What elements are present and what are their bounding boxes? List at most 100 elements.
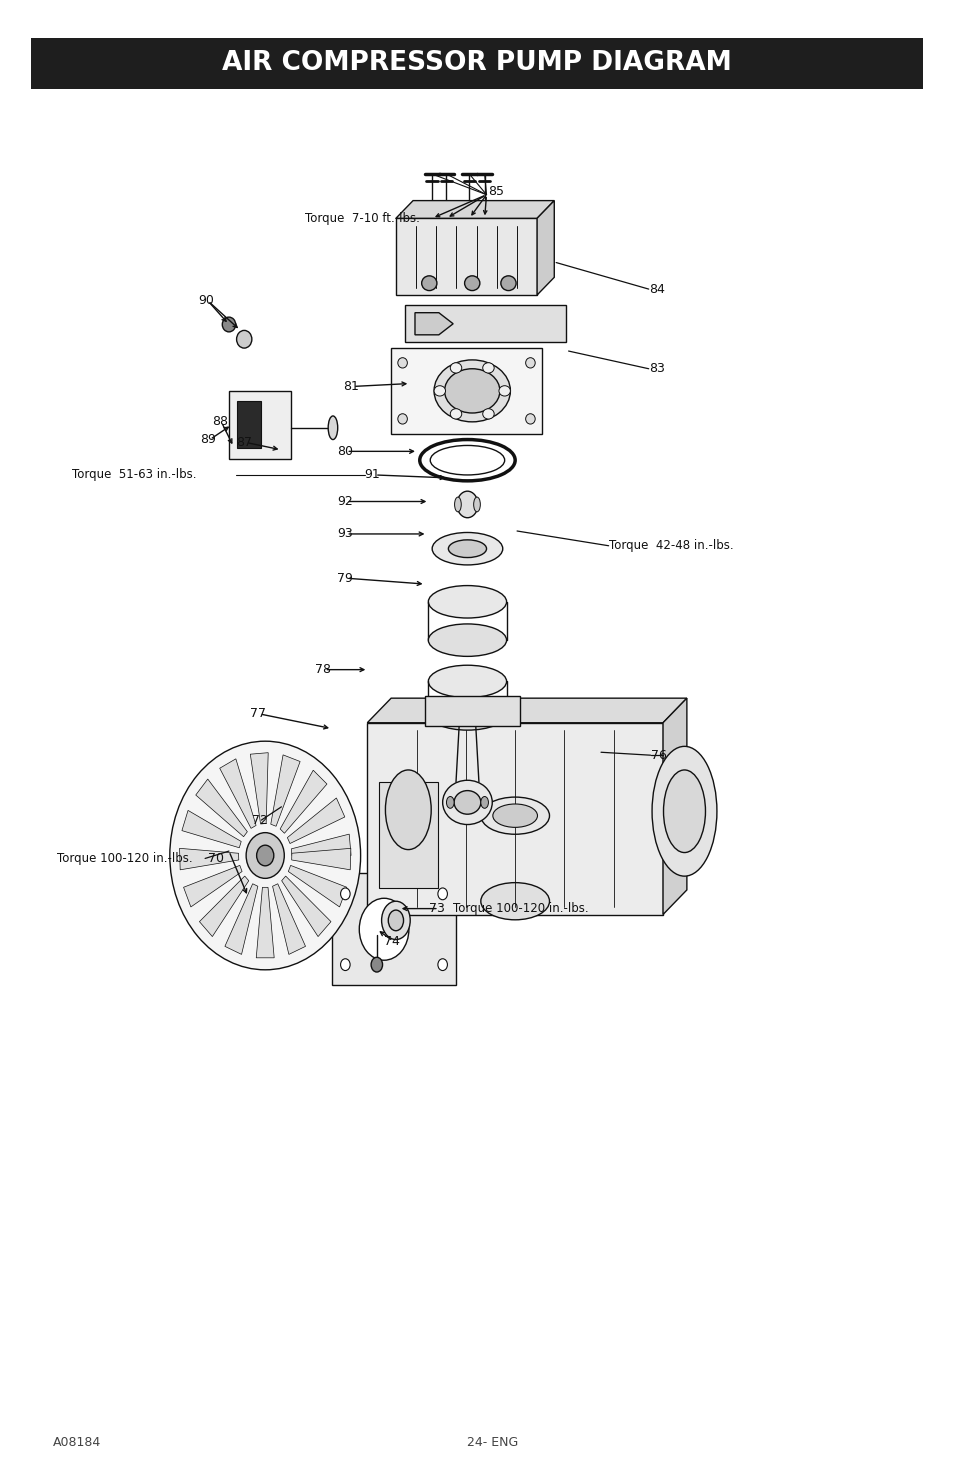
Ellipse shape bbox=[381, 901, 410, 940]
Text: 77: 77 bbox=[250, 708, 266, 720]
Bar bbox=[332, 873, 456, 985]
Polygon shape bbox=[183, 866, 242, 907]
Text: Torque  7-10 ft.-lbs.: Torque 7-10 ft.-lbs. bbox=[305, 212, 419, 224]
Text: A08184: A08184 bbox=[52, 1437, 101, 1448]
Ellipse shape bbox=[428, 624, 506, 656]
Bar bbox=[424, 696, 519, 726]
Text: Torque 100-120 in.-lbs.: Torque 100-120 in.-lbs. bbox=[453, 903, 588, 914]
Text: 78: 78 bbox=[314, 664, 331, 676]
Ellipse shape bbox=[450, 363, 461, 373]
Bar bbox=[405, 305, 565, 342]
Bar bbox=[395, 218, 537, 295]
Text: 73: 73 bbox=[429, 903, 445, 914]
Bar bbox=[391, 348, 541, 434]
Ellipse shape bbox=[236, 330, 252, 348]
Ellipse shape bbox=[437, 959, 447, 971]
Polygon shape bbox=[288, 866, 347, 907]
Polygon shape bbox=[225, 884, 257, 954]
Text: Torque  51-63 in.-lbs.: Torque 51-63 in.-lbs. bbox=[71, 469, 196, 481]
Polygon shape bbox=[395, 201, 554, 218]
Bar bbox=[480, 816, 549, 901]
Ellipse shape bbox=[397, 357, 407, 367]
Ellipse shape bbox=[385, 770, 431, 850]
Ellipse shape bbox=[388, 910, 403, 931]
Ellipse shape bbox=[430, 445, 504, 475]
Polygon shape bbox=[537, 201, 554, 295]
Ellipse shape bbox=[525, 414, 535, 425]
Ellipse shape bbox=[444, 369, 499, 413]
Ellipse shape bbox=[246, 832, 284, 878]
Polygon shape bbox=[281, 876, 331, 937]
Bar bbox=[30, 38, 923, 88]
Ellipse shape bbox=[480, 882, 549, 920]
Polygon shape bbox=[250, 752, 268, 825]
Ellipse shape bbox=[428, 698, 506, 730]
Ellipse shape bbox=[450, 409, 461, 419]
Ellipse shape bbox=[473, 497, 479, 512]
Ellipse shape bbox=[397, 414, 407, 425]
Text: 80: 80 bbox=[336, 445, 353, 457]
Ellipse shape bbox=[256, 845, 274, 866]
Ellipse shape bbox=[500, 276, 516, 291]
Polygon shape bbox=[182, 810, 241, 848]
Ellipse shape bbox=[340, 888, 350, 900]
Text: Torque 100-120 in.-lbs.: Torque 100-120 in.-lbs. bbox=[57, 853, 193, 864]
Ellipse shape bbox=[442, 780, 492, 825]
Polygon shape bbox=[219, 758, 255, 829]
Ellipse shape bbox=[480, 796, 549, 835]
Polygon shape bbox=[291, 833, 351, 855]
Polygon shape bbox=[199, 876, 249, 937]
Ellipse shape bbox=[421, 276, 436, 291]
Text: 84: 84 bbox=[648, 283, 664, 295]
Ellipse shape bbox=[446, 796, 454, 808]
Ellipse shape bbox=[222, 317, 235, 332]
Ellipse shape bbox=[434, 386, 445, 395]
Polygon shape bbox=[367, 698, 686, 723]
Ellipse shape bbox=[328, 416, 337, 440]
Polygon shape bbox=[280, 770, 327, 833]
Polygon shape bbox=[179, 848, 238, 870]
Text: 87: 87 bbox=[236, 437, 253, 448]
Text: 91: 91 bbox=[364, 469, 380, 481]
Text: 93: 93 bbox=[336, 528, 353, 540]
Text: 92: 92 bbox=[336, 496, 353, 507]
Ellipse shape bbox=[359, 898, 409, 960]
Ellipse shape bbox=[437, 888, 447, 900]
Ellipse shape bbox=[464, 276, 479, 291]
Polygon shape bbox=[662, 698, 686, 914]
Text: AIR COMPRESSOR PUMP DIAGRAM: AIR COMPRESSOR PUMP DIAGRAM bbox=[222, 50, 731, 77]
Bar bbox=[367, 723, 662, 914]
Text: 79: 79 bbox=[336, 572, 353, 584]
Ellipse shape bbox=[448, 540, 486, 558]
Text: 74: 74 bbox=[383, 935, 399, 947]
Ellipse shape bbox=[428, 586, 506, 618]
Bar bbox=[378, 782, 437, 888]
Ellipse shape bbox=[454, 791, 480, 814]
Text: 81: 81 bbox=[343, 381, 359, 392]
Polygon shape bbox=[273, 884, 305, 954]
Ellipse shape bbox=[340, 959, 350, 971]
Text: 89: 89 bbox=[200, 434, 216, 445]
Ellipse shape bbox=[663, 770, 704, 853]
Polygon shape bbox=[271, 755, 300, 826]
Polygon shape bbox=[287, 798, 344, 844]
Ellipse shape bbox=[480, 796, 488, 808]
Text: 90: 90 bbox=[198, 295, 214, 307]
Ellipse shape bbox=[428, 665, 506, 698]
Ellipse shape bbox=[493, 804, 537, 827]
Polygon shape bbox=[292, 848, 351, 870]
Text: 70: 70 bbox=[208, 853, 224, 864]
Ellipse shape bbox=[454, 497, 460, 512]
Text: 88: 88 bbox=[212, 416, 228, 428]
Text: 72: 72 bbox=[252, 814, 268, 826]
Text: 83: 83 bbox=[648, 363, 664, 375]
Ellipse shape bbox=[482, 409, 494, 419]
Ellipse shape bbox=[434, 360, 510, 422]
Text: 85: 85 bbox=[488, 186, 504, 198]
Text: Torque  42-48 in.-lbs.: Torque 42-48 in.-lbs. bbox=[608, 540, 733, 552]
Ellipse shape bbox=[432, 532, 502, 565]
Polygon shape bbox=[415, 313, 453, 335]
Ellipse shape bbox=[651, 746, 717, 876]
Ellipse shape bbox=[525, 357, 535, 367]
Bar bbox=[229, 391, 291, 459]
